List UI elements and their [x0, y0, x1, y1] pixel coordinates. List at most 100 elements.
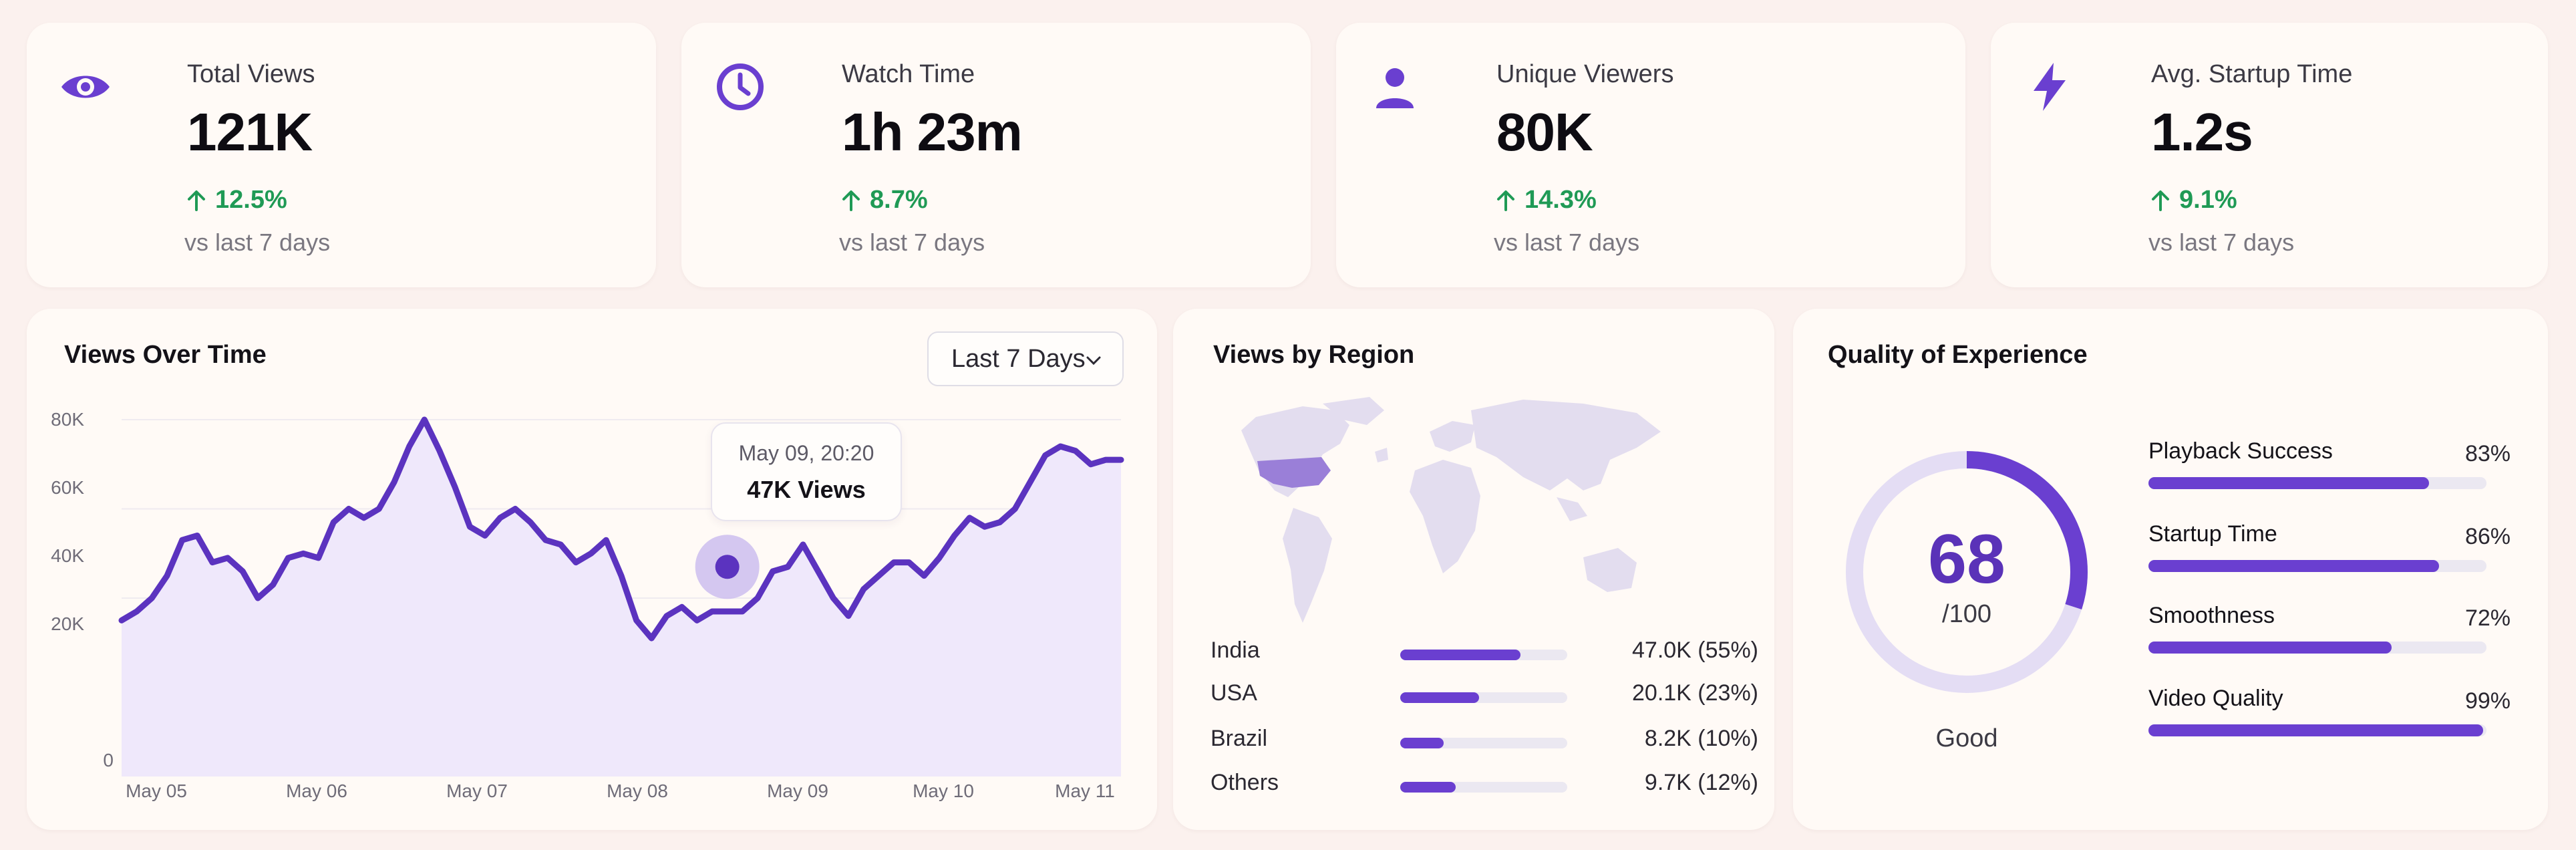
qoe-metric-row: Playback Success 83% — [2148, 438, 2511, 489]
clock-icon — [713, 60, 767, 114]
qoe-bar-track — [2148, 560, 2486, 572]
x-tick-label: May 10 — [913, 781, 974, 801]
kpi-label: Watch Time — [842, 60, 975, 88]
tooltip-date: May 09, 20:20 — [738, 441, 874, 465]
qoe-metric-value: 99% — [2464, 688, 2511, 714]
kpi-value: 1.2s — [2151, 102, 2253, 162]
kpi-value: 121K — [187, 102, 313, 162]
region-row: Others 9.7K (12%) — [1211, 770, 1758, 799]
region-bar-track — [1400, 782, 1567, 793]
x-tick-label: May 09 — [767, 781, 828, 801]
qoe-bar-track — [2148, 477, 2486, 489]
views-over-time-title: Views Over Time — [64, 341, 267, 369]
region-bar-track — [1400, 692, 1567, 703]
qoe-metric-name: Smoothness — [2148, 603, 2275, 628]
y-tick-label: 40K — [51, 545, 84, 566]
kpi-delta-value: 12.5% — [215, 186, 287, 214]
qoe-metric-value: 86% — [2464, 524, 2511, 549]
qoe-metric-name: Playback Success — [2148, 438, 2333, 464]
kpi-label: Total Views — [187, 60, 315, 88]
qoe-bar-fill — [2148, 560, 2440, 572]
kpi-comparison: vs last 7 days — [184, 229, 331, 256]
qoe-score-gauge — [1846, 451, 2088, 693]
region-name: USA — [1211, 680, 1257, 706]
x-tick-label: May 08 — [607, 781, 668, 801]
kpi-delta: 9.1% — [2148, 186, 2237, 215]
qoe-score-denominator: /100 — [1942, 600, 1991, 628]
qoe-metric-name: Video Quality — [2148, 686, 2283, 711]
world-map — [1241, 397, 1661, 623]
x-tick-label: May 07 — [446, 781, 508, 801]
region-bar-fill — [1400, 738, 1444, 748]
region-bar-fill — [1400, 782, 1456, 793]
region-bar-track — [1400, 650, 1567, 660]
kpi-delta-value: 9.1% — [2179, 186, 2237, 214]
kpi-delta-value: 14.3% — [1524, 186, 1597, 214]
region-bar-fill — [1400, 692, 1479, 703]
quality-of-experience-title: Quality of Experience — [1828, 341, 2088, 369]
views-over-time-card — [27, 309, 1157, 830]
qoe-bar-fill — [2148, 724, 2483, 736]
kpi-label: Avg. Startup Time — [2151, 60, 2353, 88]
qoe-rating: Good — [1935, 724, 1998, 752]
tooltip-value: 47K Views — [747, 476, 866, 503]
region-row: Brazil 8.2K (10%) — [1211, 726, 1758, 755]
kpi-comparison: vs last 7 days — [1494, 229, 1640, 256]
region-bar-fill — [1400, 650, 1520, 660]
kpi-label: Unique Viewers — [1496, 60, 1674, 88]
y-tick-label: 0 — [103, 750, 114, 770]
region-row: India 47.0K (55%) — [1211, 638, 1758, 667]
eye-icon — [59, 60, 112, 114]
arrow-up-icon — [188, 190, 205, 211]
region-name: India — [1211, 638, 1260, 663]
kpi-delta: 8.7% — [839, 186, 928, 215]
kpi-card-unique-viewers: Unique Viewers 80K 14.3% vs last 7 days — [1336, 23, 1965, 287]
kpi-card-watch-time: Watch Time 1h 23m 8.7% vs last 7 days — [681, 23, 1311, 287]
kpi-comparison: vs last 7 days — [2148, 229, 2295, 256]
arrow-up-icon — [842, 190, 860, 211]
y-tick-label: 60K — [51, 477, 84, 498]
region-value: 8.2K (10%) — [1644, 726, 1758, 751]
region-bar-track — [1400, 738, 1567, 748]
qoe-metric-row: Smoothness 72% — [2148, 603, 2511, 654]
kpi-value: 80K — [1496, 102, 1593, 162]
qoe-bar-fill — [2148, 642, 2392, 654]
user-icon — [1368, 60, 1422, 114]
qoe-bar-fill — [2148, 477, 2429, 489]
date-range-select[interactable]: Last 7 Days — [927, 331, 1124, 386]
region-value: 9.7K (12%) — [1644, 770, 1758, 795]
region-row: USA 20.1K (23%) — [1211, 680, 1758, 710]
qoe-metric-row: Startup Time 86% — [2148, 521, 2511, 572]
region-value: 20.1K (23%) — [1632, 680, 1758, 706]
kpi-delta: 14.3% — [1494, 186, 1597, 215]
y-tick-label: 20K — [51, 613, 84, 634]
views-by-region-title: Views by Region — [1213, 341, 1415, 369]
arrow-up-icon — [1497, 190, 1514, 211]
chart-tooltip: May 09, 20:20 47K Views — [711, 422, 902, 521]
region-value: 47.0K (55%) — [1632, 638, 1758, 663]
qoe-bar-track — [2148, 642, 2486, 654]
kpi-delta-value: 8.7% — [870, 186, 928, 214]
date-range-value: Last 7 Days — [951, 344, 1086, 373]
chevron-down-icon — [1086, 356, 1101, 366]
qoe-metric-value: 83% — [2464, 441, 2511, 466]
qoe-metric-value: 72% — [2464, 605, 2511, 631]
x-tick-label: May 05 — [126, 781, 187, 801]
x-tick-label: May 11 — [1055, 781, 1115, 801]
kpi-card-total-views: Total Views 121K 12.5% vs last 7 days — [27, 23, 656, 287]
kpi-comparison: vs last 7 days — [839, 229, 985, 256]
x-tick-label: May 06 — [286, 781, 347, 801]
region-name: Brazil — [1211, 726, 1268, 751]
kpi-delta: 12.5% — [184, 186, 287, 215]
kpi-value: 1h 23m — [842, 102, 1023, 162]
region-name: Others — [1211, 770, 1279, 795]
qoe-score: 68 — [1928, 521, 2005, 598]
qoe-bar-track — [2148, 724, 2486, 736]
usa-region — [1257, 457, 1331, 488]
qoe-metric-name: Startup Time — [2148, 521, 2277, 547]
kpi-card-startup-time: Avg. Startup Time 1.2s 9.1% vs last 7 da… — [1991, 23, 2548, 287]
arrow-up-icon — [2152, 190, 2169, 211]
y-tick-label: 80K — [51, 409, 84, 430]
lightning-icon — [2023, 60, 2076, 114]
qoe-metric-row: Video Quality 99% — [2148, 686, 2511, 736]
